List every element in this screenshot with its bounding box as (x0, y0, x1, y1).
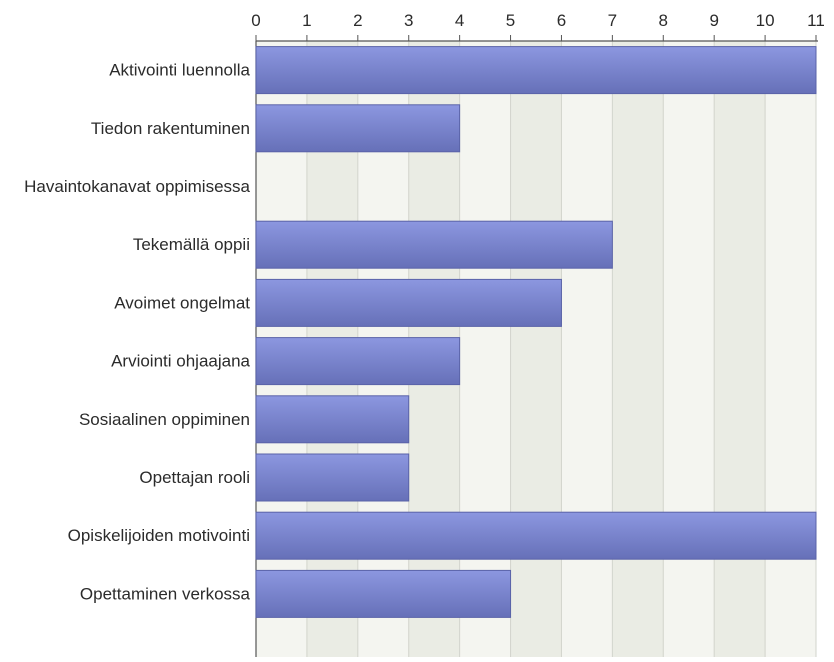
bar (255, 104, 461, 153)
bar (255, 220, 613, 269)
x-tick-label: 10 (756, 11, 775, 30)
x-tick-label: 3 (404, 11, 413, 30)
category-label: Aktivointi luennolla (109, 61, 250, 80)
category-label: Tekemällä oppii (133, 235, 250, 254)
category-labels: Aktivointi luennolla Tiedon rakentuminen H… (24, 61, 250, 604)
x-tick-label: 11 (807, 11, 825, 30)
x-tick-label: 5 (506, 11, 515, 30)
x-tick-label: 7 (608, 11, 617, 30)
x-axis (255, 35, 818, 42)
background-band (561, 41, 613, 657)
bar (255, 46, 817, 95)
category-label: Arviointi ohjaajana (111, 352, 250, 371)
category-label: Opiskelijoiden motivointi (68, 526, 250, 545)
x-tick-label: 1 (302, 11, 311, 30)
x-tick-label: 8 (659, 11, 668, 30)
background-band (459, 41, 511, 657)
x-tick-label: 2 (353, 11, 362, 30)
bar (255, 337, 461, 386)
x-tick-label: 9 (709, 11, 718, 30)
category-label: Avoimet ongelmat (114, 293, 250, 312)
bar (255, 569, 512, 618)
x-tick-label: 4 (455, 11, 464, 30)
background-band (612, 41, 664, 657)
category-label: Opettajan rooli (139, 468, 250, 487)
bar (255, 395, 410, 444)
bar (255, 278, 562, 327)
background-band (714, 41, 766, 657)
category-label: Sosiaalinen oppiminen (79, 410, 250, 429)
category-label: Tiedon rakentuminen (91, 119, 250, 138)
bar (255, 453, 410, 502)
x-tick-label: 6 (557, 11, 566, 30)
category-label: Opettaminen verkossa (80, 584, 251, 603)
bar (255, 511, 817, 560)
background-band (765, 41, 816, 657)
x-tick-label: 0 (251, 11, 260, 30)
x-tick-labels: 0 1 2 3 4 5 6 7 8 9 10 11 (251, 11, 825, 30)
bars (255, 46, 817, 618)
category-label: Havaintokanavat oppimisessa (24, 177, 250, 196)
background-band (510, 41, 562, 657)
background-band (663, 41, 715, 657)
